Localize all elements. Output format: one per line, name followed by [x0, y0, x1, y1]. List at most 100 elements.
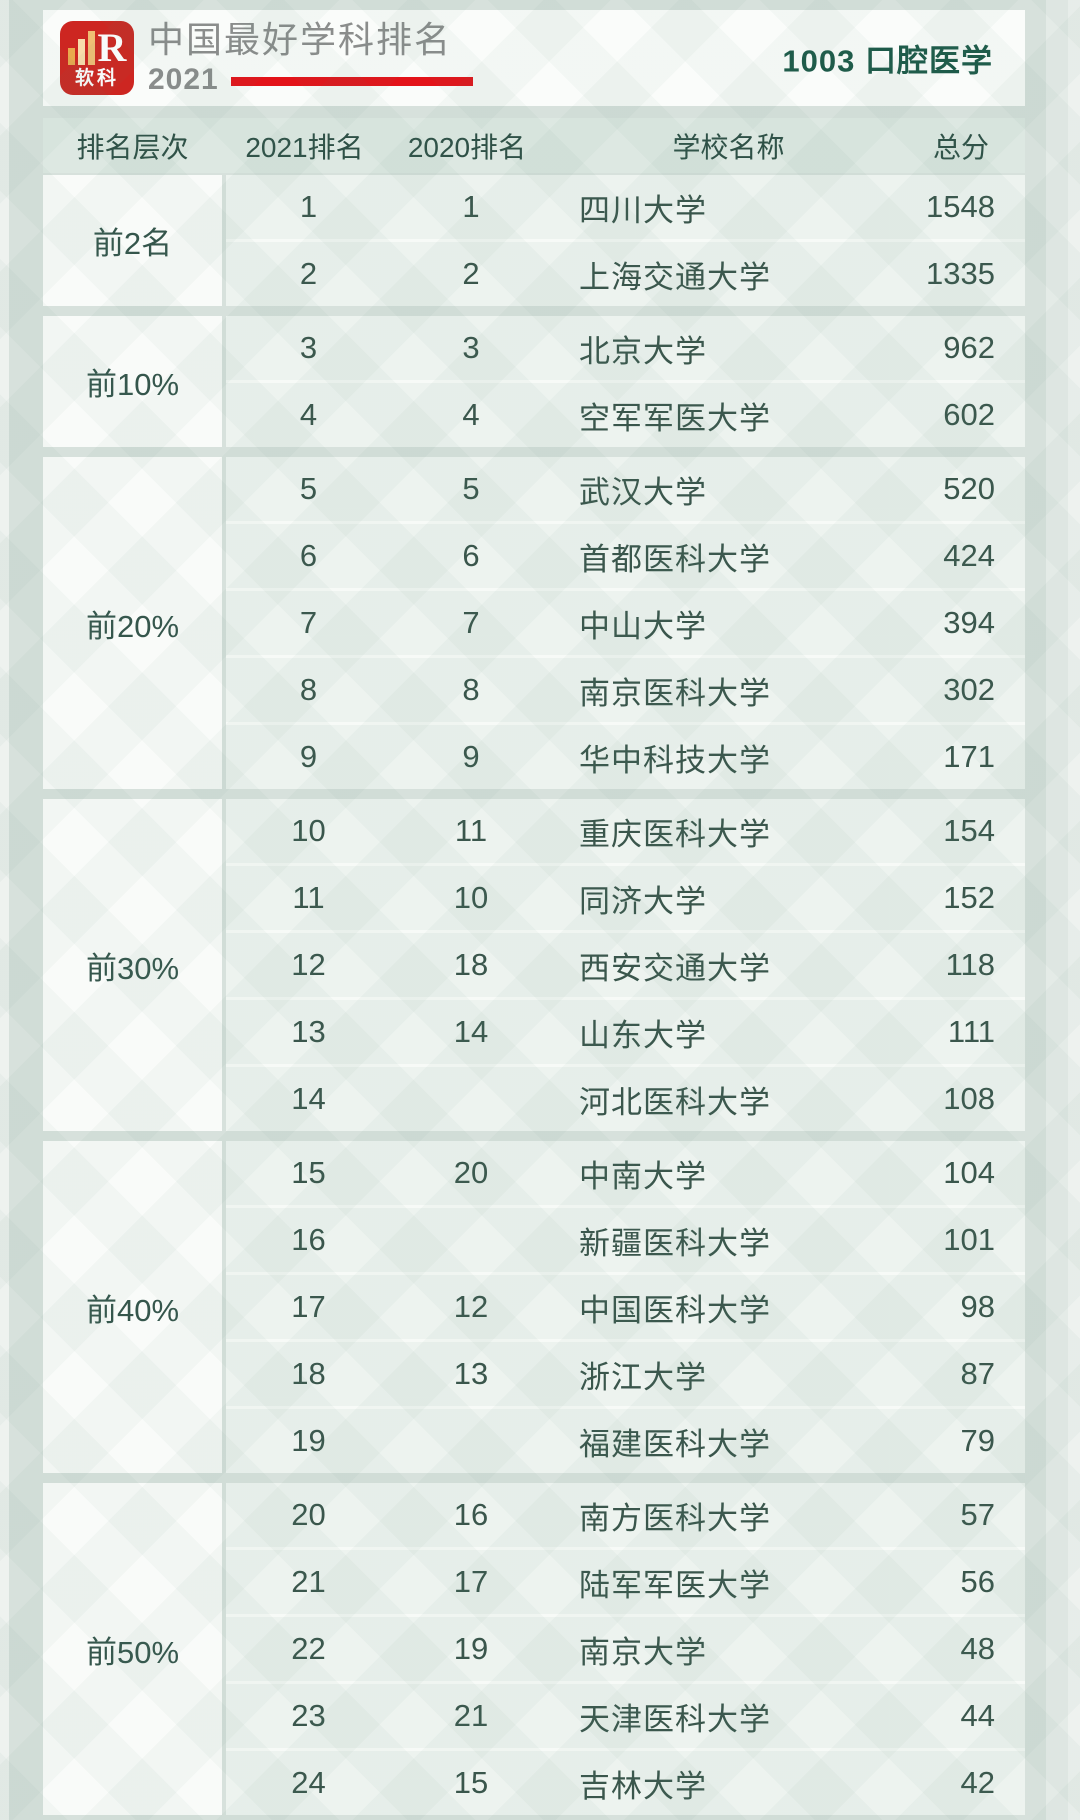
rank-2020-cell: 20: [453, 1155, 489, 1190]
rank-2021-cell: 6: [299, 538, 318, 573]
school-name-cell: 吉林大学: [579, 1768, 707, 1804]
right-edge-band: [1046, 0, 1068, 1820]
group-rows: 3 3 北京大学 962 4 4 空军军医大学 602: [226, 316, 1025, 447]
table-row: 16 新疆医科大学 101: [226, 1205, 1025, 1272]
score-cell: 56: [960, 1564, 995, 1599]
table-row: 12 18 西安交通大学 118: [226, 930, 1025, 997]
table-row: 4 4 空军军医大学 602: [226, 380, 1025, 447]
col-header-score: 总分: [932, 131, 989, 163]
school-name-cell: 陆军军医大学: [579, 1567, 771, 1603]
rank-2020-cell: 2: [462, 256, 480, 291]
table-row: 17 12 中国医科大学 98: [226, 1272, 1025, 1339]
rank-2021-cell: 21: [291, 1564, 326, 1599]
tier-cell: 前50%: [43, 1483, 222, 1815]
content-area: R 软科 中国最好学科排名 2021 1003 口腔医学 排名层次 2021排名…: [43, 0, 1025, 1815]
right-edge-strip: [1068, 0, 1080, 1820]
score-cell: 48: [960, 1631, 995, 1666]
table-row: 15 20 中南大学 104: [226, 1141, 1025, 1205]
rank-2020-cell: 8: [462, 672, 480, 707]
score-cell: 57: [960, 1497, 995, 1532]
rank-2021-cell: 16: [291, 1222, 326, 1257]
school-name-cell: 首都医科大学: [579, 541, 771, 577]
tier-group: 前40% 15 20 中南大学 104 16 新疆医科大学 101 17 12 …: [43, 1141, 1025, 1473]
score-cell: 152: [943, 880, 995, 915]
tier-group: 前50% 20 16 南方医科大学 57 21 17 陆军军医大学 56 22 …: [43, 1483, 1025, 1815]
rank-2020-cell: 9: [462, 739, 480, 774]
col-header-rank-2021: 2021排名: [245, 131, 364, 163]
rank-2020-cell: 19: [453, 1631, 489, 1666]
rank-2021-cell: 5: [299, 471, 318, 506]
logo-brand-text: 软科: [74, 67, 119, 89]
rank-2021-cell: 19: [291, 1423, 326, 1458]
table-row: 19 福建医科大学 79: [226, 1406, 1025, 1473]
bar-icon: [77, 38, 85, 65]
col-header-rank-2020: 2020排名: [407, 131, 527, 163]
rank-2021-cell: 12: [291, 947, 326, 982]
table-row: 3 3 北京大学 962: [226, 316, 1025, 380]
group-rows: 1 1 四川大学 1548 2 2 上海交通大学 1335: [226, 175, 1025, 306]
school-name-cell: 新疆医科大学: [579, 1225, 771, 1261]
school-name-cell: 西安交通大学: [579, 950, 771, 986]
score-cell: 101: [943, 1222, 995, 1257]
table-row: 5 5 武汉大学 520: [226, 457, 1025, 521]
group-rows: 5 5 武汉大学 520 6 6 首都医科大学 424 7 7 中山大学 394…: [226, 457, 1025, 789]
rank-2020-cell: 16: [453, 1497, 489, 1532]
school-name-cell: 武汉大学: [579, 474, 707, 510]
table-row: 1 1 四川大学 1548: [226, 175, 1025, 239]
school-name-cell: 同济大学: [579, 883, 707, 919]
score-cell: 98: [960, 1289, 995, 1324]
rank-2020-cell: 13: [453, 1356, 489, 1391]
school-name-cell: 河北医科大学: [579, 1084, 771, 1120]
school-name-cell: 中山大学: [579, 608, 707, 644]
rank-2020-cell: 6: [462, 538, 480, 573]
rank-2020-cell: 18: [453, 947, 489, 982]
score-cell: 424: [943, 538, 995, 573]
rank-2021-cell: 3: [299, 330, 318, 365]
rank-2020-cell: 21: [453, 1698, 489, 1733]
table-row: 18 13 浙江大学 87: [226, 1339, 1025, 1406]
rank-2020-cell: 10: [453, 880, 489, 915]
bar-chart-icon: [67, 30, 95, 65]
brand-year-row: 2021: [148, 63, 473, 97]
rank-2021-cell: 14: [291, 1081, 326, 1116]
table-header-row: 排名层次 2021排名 2020排名 学校名称 总分: [43, 118, 1025, 173]
rank-2020-cell: 4: [462, 397, 480, 432]
rank-2020-cell: 12: [453, 1289, 489, 1324]
rank-2020-cell: 1: [462, 189, 480, 224]
table-row: 20 16 南方医科大学 57: [226, 1483, 1025, 1547]
table-row: 8 8 南京医科大学 302: [226, 655, 1025, 722]
table-row: 2 2 上海交通大学 1335: [226, 239, 1025, 306]
rank-2021-cell: 8: [299, 672, 318, 707]
score-cell: 171: [943, 739, 995, 774]
score-cell: 44: [960, 1698, 995, 1733]
brand-block: 中国最好学科排名 2021: [148, 18, 473, 97]
ranking-title: 中国最好学科排名: [148, 18, 453, 60]
subject-code-title: 1003 口腔医学: [782, 43, 993, 79]
score-cell: 154: [943, 813, 995, 848]
school-name-cell: 空军军医大学: [579, 400, 771, 436]
tier-group: 前10% 3 3 北京大学 962 4 4 空军军医大学 602: [43, 316, 1025, 447]
score-cell: 1335: [926, 256, 995, 291]
score-cell: 602: [943, 397, 995, 432]
school-name-cell: 福建医科大学: [579, 1426, 771, 1462]
school-name-cell: 南京大学: [579, 1634, 707, 1670]
rank-2020-cell: 15: [453, 1765, 489, 1800]
table-row: 14 河北医科大学 108: [226, 1064, 1025, 1131]
rank-2020-cell: 3: [462, 330, 480, 365]
table-row: 24 15 吉林大学 42: [226, 1748, 1025, 1815]
rank-2021-cell: 18: [291, 1356, 326, 1391]
school-name-cell: 浙江大学: [579, 1359, 707, 1395]
rank-2020-cell: 14: [453, 1014, 489, 1049]
school-name-cell: 重庆医科大学: [579, 816, 771, 852]
tier-cell: 前30%: [43, 799, 222, 1131]
score-cell: 1548: [926, 189, 995, 224]
rank-2021-cell: 20: [291, 1497, 326, 1532]
group-rows: 15 20 中南大学 104 16 新疆医科大学 101 17 12 中国医科大…: [226, 1141, 1025, 1473]
score-cell: 962: [943, 330, 995, 365]
school-name-cell: 南京医科大学: [579, 675, 771, 711]
table-row: 23 21 天津医科大学 44: [226, 1681, 1025, 1748]
score-cell: 111: [947, 1014, 995, 1049]
bar-icon: [67, 47, 75, 65]
score-cell: 79: [960, 1423, 995, 1458]
